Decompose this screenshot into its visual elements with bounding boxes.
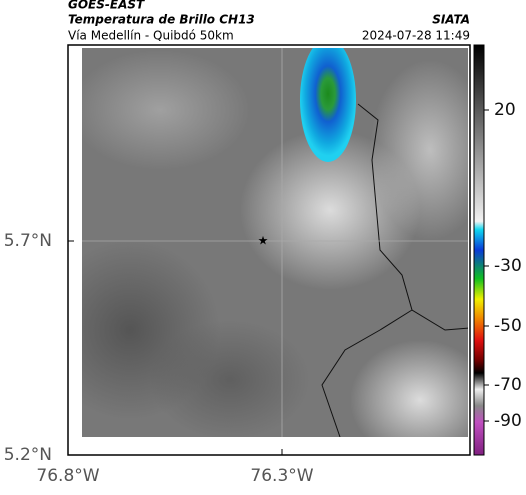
subtitle: Vía Medellín - Quibdó 50km [68, 29, 234, 43]
colorbar-label: -70 [494, 375, 522, 395]
lon-tick: 76.8°W [36, 466, 99, 486]
colorbar-label: -50 [494, 316, 522, 336]
colorbar-label: 20 [494, 100, 516, 120]
colorbar-label: -90 [494, 411, 522, 431]
lat-tick: 5.2°N [4, 445, 52, 465]
title: Temperatura de Brillo CH13 [68, 13, 255, 27]
colorbar-label: -30 [494, 256, 522, 276]
lat-tick: 5.7°N [4, 231, 52, 251]
colorbar [473, 44, 485, 456]
svg-text:★: ★ [258, 234, 269, 248]
source: GOES-EAST [68, 0, 145, 12]
brand: SIATA [432, 13, 470, 27]
timestamp: 2024-07-28 11:49 [362, 29, 470, 43]
satellite-image: ★ [82, 48, 468, 437]
lon-tick: 76.3°W [250, 466, 313, 486]
